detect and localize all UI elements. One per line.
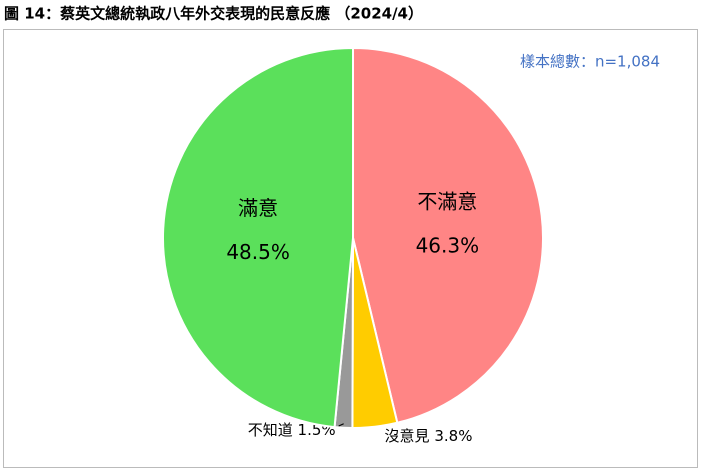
slice-category-label: 不滿意 <box>417 189 477 213</box>
slice-label: 沒意見 3.8% <box>385 427 473 445</box>
slice-label: 不知道 1.5% <box>248 421 336 439</box>
slice-category-label: 沒意見 <box>385 427 430 445</box>
leader-line <box>338 423 344 427</box>
slice-category-label: 滿意 <box>238 196 278 220</box>
pie-slice <box>162 46 354 429</box>
slice-value-label: 46.3% <box>416 233 480 257</box>
pie-slice <box>352 46 544 424</box>
slice-value-label: 48.5% <box>226 240 290 264</box>
sample-note: 樣本總數：n=1,084 <box>520 53 660 71</box>
slice-category-label: 不知道 <box>248 421 293 439</box>
slice-value-label: 3.8% <box>434 427 472 445</box>
chart-title: 圖 14：蔡英文總統執政八年外交表現的民意反應 （2024/4） <box>4 5 423 23</box>
